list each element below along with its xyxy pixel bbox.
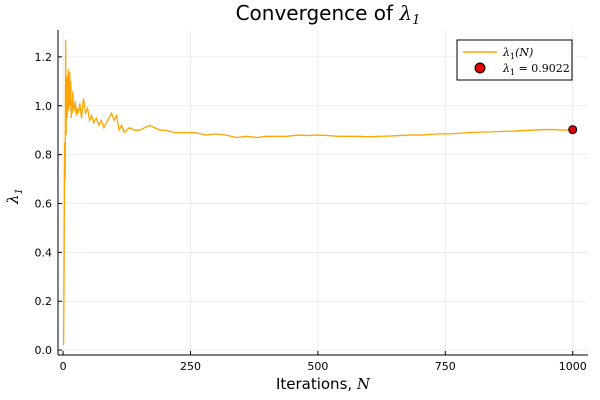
y-tick-label: 0.8 bbox=[35, 149, 53, 162]
ylabel-sub: 1 bbox=[14, 188, 25, 194]
legend-point-swatch bbox=[474, 62, 486, 74]
legend-line-label: λ1(N) bbox=[502, 46, 533, 61]
y-tick-label: 1.2 bbox=[35, 51, 53, 64]
y-tick-label: 0.4 bbox=[35, 246, 53, 259]
x-tick-label: 750 bbox=[435, 360, 456, 373]
x-tick-label: 500 bbox=[307, 360, 328, 373]
title-sub: 1 bbox=[412, 13, 420, 28]
title-text: Convergence of bbox=[236, 1, 400, 25]
grid bbox=[58, 30, 588, 355]
y-tick-label: 0.6 bbox=[35, 197, 53, 210]
xlabel-text: Iterations, bbox=[276, 375, 357, 393]
x-tick-label: 0 bbox=[60, 360, 67, 373]
x-tick-label: 1000 bbox=[559, 360, 587, 373]
xlabel-math: N bbox=[356, 375, 371, 393]
legend-box bbox=[456, 39, 573, 81]
y-tick-label: 1.0 bbox=[35, 100, 53, 113]
title-math: λ bbox=[398, 1, 412, 25]
y-tick-label: 0.0 bbox=[35, 344, 53, 357]
y-axis-label: λ1 bbox=[4, 188, 25, 205]
x-ticks: 0 250 500 750 1000 bbox=[60, 351, 587, 373]
series-line-lambda1 bbox=[62, 39, 573, 346]
x-tick-label: 250 bbox=[180, 360, 201, 373]
final-points bbox=[568, 125, 578, 135]
legend: λ1(N) λ1 = 0.9022 bbox=[456, 39, 573, 81]
x-axis-label: Iterations, N bbox=[276, 375, 371, 393]
y-ticks: 0.0 0.2 0.4 0.6 0.8 1.0 1.2 bbox=[35, 51, 62, 357]
final-point-marker bbox=[568, 125, 578, 135]
y-tick-label: 0.2 bbox=[35, 295, 53, 308]
legend-point-label: λ1 = 0.9022 bbox=[502, 62, 570, 77]
ylabel-math: λ bbox=[4, 194, 22, 205]
chart-title: Convergence of λ1 bbox=[236, 1, 421, 28]
